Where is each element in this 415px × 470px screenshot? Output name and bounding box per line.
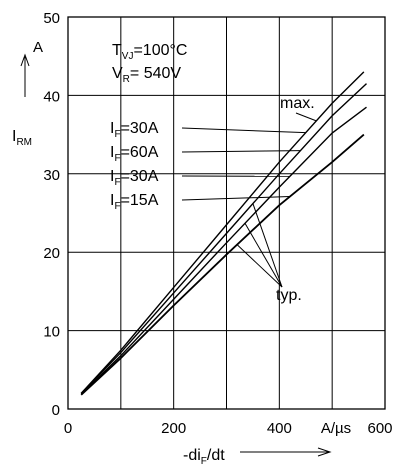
max-annotation: max. bbox=[280, 95, 315, 112]
x-tick-label: 600 bbox=[367, 420, 392, 437]
x-tick-label: 400 bbox=[267, 420, 292, 437]
typ-leader-line-1 bbox=[244, 223, 283, 288]
leader-lines bbox=[181, 112, 317, 288]
typ-annotation: typ. bbox=[276, 287, 302, 304]
y-tick-label: 0 bbox=[52, 402, 60, 419]
y-tick-label: 50 bbox=[43, 10, 60, 27]
typ-leader-line-2 bbox=[236, 244, 283, 288]
axis-arrows bbox=[20, 53, 332, 457]
series-line-1 bbox=[80, 83, 367, 394]
x-axis-label: -diF/dt bbox=[183, 447, 225, 467]
plot-frame bbox=[67, 16, 386, 410]
typ-leader-line-0 bbox=[252, 203, 283, 288]
y-axis-label: IRM bbox=[12, 128, 32, 148]
series-label-3: IF=15A bbox=[110, 192, 159, 212]
x-tick-label: 200 bbox=[161, 420, 186, 437]
y-tick-label: 40 bbox=[43, 88, 60, 105]
leader-line-0 bbox=[181, 127, 306, 134]
series-line-0 bbox=[80, 71, 365, 394]
series-label-1: IF=60A bbox=[110, 144, 159, 164]
x-axis-arrowhead bbox=[317, 447, 332, 457]
series-label-0: IF=30A bbox=[110, 120, 159, 140]
series-line-2 bbox=[80, 106, 367, 395]
condition-tvj: TVJ=100°C bbox=[112, 42, 187, 62]
y-tick-label: 30 bbox=[43, 167, 60, 184]
leader-line-3 bbox=[181, 196, 290, 201]
y-tick-label: 20 bbox=[43, 245, 60, 262]
y-axis-unit: A bbox=[33, 39, 43, 56]
x-axis-unit: A/µs bbox=[321, 420, 351, 437]
max-leader-line bbox=[295, 112, 317, 122]
y-tick-label: 10 bbox=[43, 324, 60, 341]
grid-lines bbox=[68, 17, 385, 409]
y-axis-arrowhead bbox=[20, 53, 30, 67]
leader-line-1 bbox=[181, 150, 301, 153]
series-line-3 bbox=[80, 133, 365, 396]
x-tick-label: 0 bbox=[64, 420, 72, 437]
series-label-2: IF=30A bbox=[110, 168, 159, 188]
condition-vr: VR= 540V bbox=[112, 65, 181, 85]
curve-group bbox=[80, 71, 367, 396]
